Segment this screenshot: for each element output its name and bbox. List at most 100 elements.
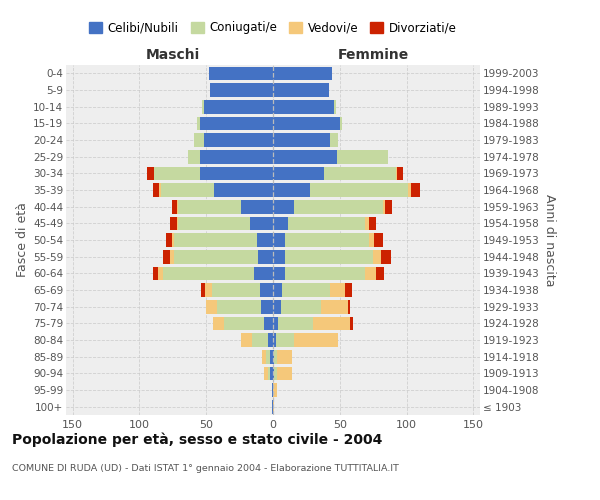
Bar <box>340 116 343 130</box>
Bar <box>158 266 163 280</box>
Bar <box>383 200 385 213</box>
Bar <box>295 333 338 347</box>
Bar <box>272 400 273 413</box>
Bar <box>410 183 420 197</box>
Bar <box>271 350 273 364</box>
Bar <box>408 183 410 197</box>
Bar <box>224 316 263 330</box>
Legend: Celibi/Nubili, Coniugati/e, Vedovi/e, Divorziati/e: Celibi/Nubili, Coniugati/e, Vedovi/e, Di… <box>84 16 462 39</box>
Bar <box>241 200 273 213</box>
Bar <box>202 100 203 114</box>
Bar <box>254 266 273 280</box>
Bar <box>188 150 200 164</box>
Bar <box>263 366 268 380</box>
Bar <box>273 350 274 364</box>
Bar <box>321 300 348 314</box>
Bar <box>194 133 203 147</box>
Bar <box>251 333 268 347</box>
Bar <box>295 200 383 213</box>
Bar <box>178 216 250 230</box>
Bar <box>345 283 352 297</box>
Bar <box>381 250 391 264</box>
Bar <box>283 283 331 297</box>
Y-axis label: Anni di nascita: Anni di nascita <box>543 194 556 286</box>
Bar <box>213 316 224 330</box>
Text: Popolazione per età, sesso e stato civile - 2004: Popolazione per età, sesso e stato civil… <box>12 432 382 447</box>
Bar <box>210 83 273 97</box>
Bar <box>260 283 273 297</box>
Bar <box>274 350 277 364</box>
Bar <box>334 100 336 114</box>
Bar <box>273 333 275 347</box>
Bar <box>160 183 161 197</box>
Bar <box>348 300 350 314</box>
Bar <box>278 316 313 330</box>
Bar <box>172 233 174 247</box>
Bar <box>197 116 200 130</box>
Bar <box>277 366 292 380</box>
Bar <box>200 150 273 164</box>
Bar <box>396 166 397 180</box>
Bar <box>271 366 273 380</box>
Bar <box>273 366 274 380</box>
Bar <box>153 266 158 280</box>
Bar <box>273 133 331 147</box>
Text: Maschi: Maschi <box>146 48 200 62</box>
Bar <box>273 183 310 197</box>
Bar <box>214 183 273 197</box>
Bar <box>206 300 217 314</box>
Bar <box>200 166 273 180</box>
Bar <box>273 216 287 230</box>
Bar <box>257 233 273 247</box>
Text: COMUNE DI RUDA (UD) - Dati ISTAT 1° gennaio 2004 - Elaborazione TUTTITALIA.IT: COMUNE DI RUDA (UD) - Dati ISTAT 1° genn… <box>12 464 399 473</box>
Bar <box>277 350 292 364</box>
Bar <box>331 133 338 147</box>
Bar <box>205 283 212 297</box>
Bar <box>209 66 273 80</box>
Bar <box>324 166 396 180</box>
Bar <box>273 100 334 114</box>
Bar <box>374 233 383 247</box>
Bar <box>177 200 178 213</box>
Bar <box>313 316 350 330</box>
Bar <box>273 283 283 297</box>
Bar <box>174 250 259 264</box>
Bar <box>373 250 381 264</box>
Bar <box>170 250 174 264</box>
Bar <box>154 166 200 180</box>
Bar <box>273 116 340 130</box>
Bar <box>285 266 365 280</box>
Bar <box>285 233 369 247</box>
Bar <box>337 150 388 164</box>
Bar <box>163 266 254 280</box>
Bar <box>203 100 273 114</box>
Bar <box>350 316 353 330</box>
Bar <box>285 250 373 264</box>
Bar <box>177 216 178 230</box>
Bar <box>273 383 277 397</box>
Bar <box>200 116 273 130</box>
Bar <box>212 283 260 297</box>
Bar <box>385 200 392 213</box>
Bar <box>263 316 273 330</box>
Bar <box>266 350 271 364</box>
Bar <box>365 266 376 280</box>
Bar <box>262 350 266 364</box>
Bar <box>273 166 324 180</box>
Bar <box>273 200 295 213</box>
Bar <box>310 183 408 197</box>
Bar <box>331 283 345 297</box>
Bar <box>273 83 329 97</box>
Bar <box>259 250 273 264</box>
Bar <box>369 216 376 230</box>
Y-axis label: Fasce di età: Fasce di età <box>16 202 29 278</box>
Bar <box>281 300 321 314</box>
Bar <box>273 316 278 330</box>
Bar <box>273 300 281 314</box>
Bar <box>201 283 205 297</box>
Bar <box>274 366 277 380</box>
Bar <box>287 216 365 230</box>
Bar <box>178 200 241 213</box>
Bar <box>153 183 160 197</box>
Bar <box>273 66 332 80</box>
